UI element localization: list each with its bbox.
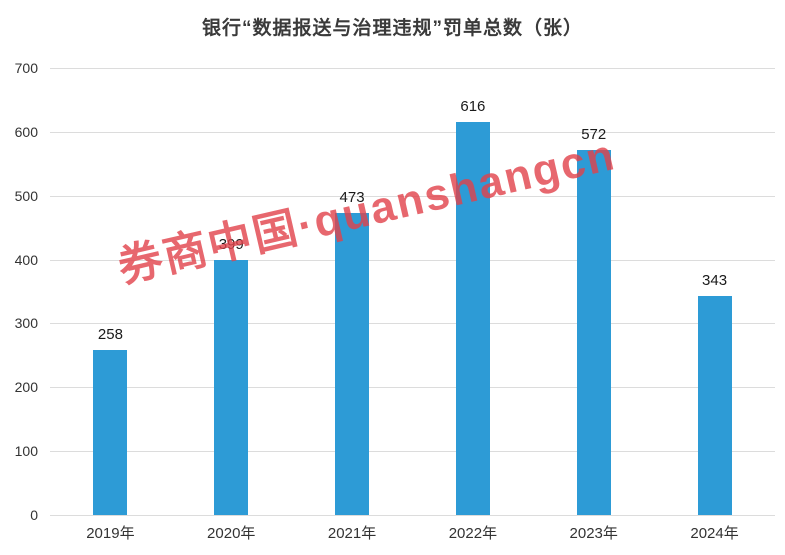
y-axis-tick-label: 700 xyxy=(14,60,38,76)
bar-2024年 xyxy=(697,295,732,515)
bar-slot: 343 xyxy=(654,68,775,515)
x-axis-label: 2024年 xyxy=(690,525,739,542)
gridline xyxy=(50,259,775,261)
bar-value-label: 258 xyxy=(97,326,123,344)
x-axis: 2019年 2020年 2021年 2022年 2023年 2024年 xyxy=(50,522,775,543)
bar-value-label: 616 xyxy=(460,97,486,115)
chart-title: 银行“数据报送与治理违规”罚单总数（张） xyxy=(201,18,583,39)
bar-value-label: 473 xyxy=(339,188,365,206)
gridline xyxy=(50,195,775,197)
bar-slot: 616 xyxy=(412,68,533,515)
gridline xyxy=(50,451,775,453)
y-axis: 0 100 200 300 400 500 600 700 xyxy=(0,60,42,523)
bar-2023年 xyxy=(576,149,611,515)
y-axis-tick-label: 100 xyxy=(14,443,38,460)
x-axis-label: 2020年 xyxy=(207,525,256,542)
bar-2020年 xyxy=(214,260,249,515)
y-axis-tick-label: 500 xyxy=(14,187,38,204)
gridlines xyxy=(50,68,775,516)
bar-value-label: 343 xyxy=(702,271,728,289)
bar-value-label: 572 xyxy=(581,125,607,143)
y-axis-tick-label: 200 xyxy=(14,379,38,396)
bar-slot: 399 xyxy=(171,68,292,515)
bar-series: 258 399 473 616 572 343 xyxy=(50,68,775,515)
bar-slot: 258 xyxy=(50,68,171,515)
x-axis-label: 2021年 xyxy=(327,525,377,542)
x-axis-label: 2022年 xyxy=(448,525,498,542)
bar-2019年 xyxy=(93,350,128,515)
bar-2022年 xyxy=(455,121,490,515)
gridline xyxy=(50,387,775,389)
gridline xyxy=(50,323,775,325)
y-axis-tick-label: 0 xyxy=(30,507,38,523)
plot-area: 258 399 473 616 572 343 xyxy=(50,68,775,516)
y-axis-tick-label: 300 xyxy=(14,315,38,332)
x-axis-label: 2019年 xyxy=(86,525,135,542)
gridline xyxy=(50,68,775,69)
x-axis-label: 2023年 xyxy=(569,525,618,542)
gridline xyxy=(50,515,775,516)
y-axis-tick-label: 400 xyxy=(14,251,38,268)
bar-slot: 473 xyxy=(292,68,413,515)
gridline xyxy=(50,131,775,133)
bar-2021年 xyxy=(335,212,370,515)
bar-value-label: 399 xyxy=(218,236,244,254)
bar-slot: 572 xyxy=(533,68,654,515)
y-axis-tick-label: 600 xyxy=(14,123,38,140)
